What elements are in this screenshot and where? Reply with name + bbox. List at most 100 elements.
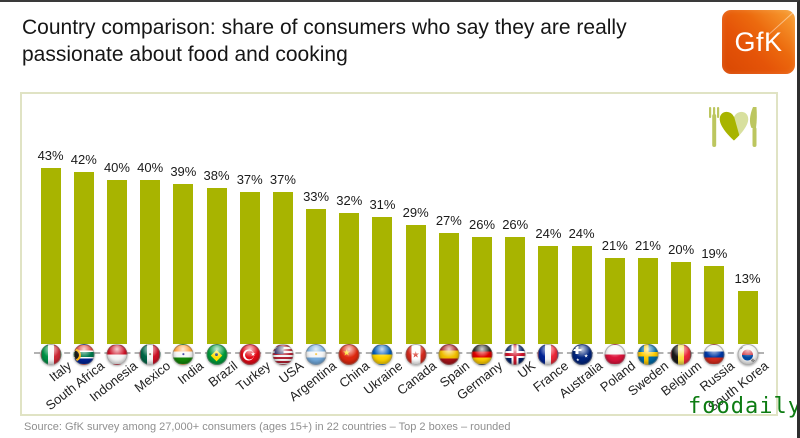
flag-icon-south-africa bbox=[73, 344, 95, 365]
flag-emblem: ★ bbox=[250, 351, 256, 358]
bar-slot: 39% ● India bbox=[167, 94, 206, 387]
bar-slot: 21% Poland bbox=[597, 94, 638, 395]
bar bbox=[239, 192, 260, 344]
bar-slot: 21% Sweden bbox=[625, 94, 671, 399]
flag-emblem: ★ bbox=[575, 357, 580, 363]
flag-icon-italy bbox=[40, 344, 62, 365]
bar-slot: 38% ◆ ● Brazil bbox=[200, 94, 240, 390]
bar-slot: 29% ★ Canada bbox=[394, 94, 439, 398]
bar-slot: 24% ★ ★ Australia bbox=[556, 94, 605, 401]
flag-icon-spain bbox=[438, 344, 460, 365]
chart-panel: 43% Italy 42% South Africa 40% Indonesia 40% ● M… bbox=[20, 92, 778, 416]
bar-slot: 37% ★ Turkey bbox=[233, 94, 273, 394]
flag-icon-uk bbox=[504, 344, 526, 365]
bar-slot: 20% Belgium bbox=[658, 94, 704, 399]
bar bbox=[505, 237, 526, 344]
bar bbox=[40, 167, 61, 344]
bar-value-label: 42% bbox=[70, 151, 97, 167]
bar bbox=[671, 262, 692, 344]
bar-value-label: 13% bbox=[734, 270, 761, 286]
bar-value-label: 40% bbox=[103, 160, 130, 175]
bar-slot: 40% Indonesia bbox=[87, 94, 141, 405]
flag-icon-ukraine bbox=[371, 344, 393, 365]
bar bbox=[604, 257, 625, 344]
bar-slot: 40% ● Mexico bbox=[132, 94, 174, 395]
bar-value-label: 43% bbox=[37, 147, 64, 163]
bar-value-label: 27% bbox=[435, 213, 462, 229]
flag-icon-usa bbox=[272, 344, 294, 365]
bar bbox=[538, 245, 559, 344]
flag-icon-france bbox=[537, 344, 559, 365]
bar-value-label: 38% bbox=[203, 168, 230, 184]
bar bbox=[637, 257, 658, 344]
source-note: Source: GfK survey among 27,000+ consume… bbox=[24, 421, 511, 433]
flag-icon-india: ● bbox=[172, 344, 194, 365]
bar-value-label: 20% bbox=[668, 242, 695, 257]
bar bbox=[472, 237, 493, 344]
flag-icon-poland bbox=[604, 344, 626, 365]
flag-emblem bbox=[572, 346, 582, 355]
bar-slot: 27% Spain bbox=[432, 94, 472, 390]
flag-emblem bbox=[274, 346, 284, 355]
flag-emblem: ≡ bbox=[737, 345, 745, 352]
flag-icon-indonesia bbox=[106, 344, 128, 365]
gfk-logo-text: GfK bbox=[734, 26, 783, 57]
bar bbox=[106, 180, 127, 344]
bar-value-label: 37% bbox=[236, 172, 263, 188]
flag-emblem: ★ bbox=[583, 353, 589, 360]
bar-value-label: 32% bbox=[336, 192, 363, 208]
bar-value-label: 26% bbox=[469, 217, 496, 233]
bar-slot: 13% ≡ ≡ South Korea bbox=[705, 94, 771, 415]
flag-emblem bbox=[74, 350, 79, 359]
flag-emblem: ● bbox=[181, 351, 185, 357]
flag-icon-argentina: ● bbox=[305, 344, 327, 365]
bar-value-label: 21% bbox=[634, 237, 661, 253]
flag-icon-belgium bbox=[670, 344, 692, 365]
bar-slot: 31% Ukraine bbox=[361, 94, 406, 397]
bar-plot: 43% Italy 42% South Africa 40% Indonesia 40% ● M… bbox=[34, 94, 771, 415]
flag-icon-south-korea: ≡ ≡ bbox=[737, 344, 759, 365]
bar-value-label: 24% bbox=[535, 225, 562, 241]
flag-emblem: ● bbox=[214, 351, 219, 358]
bar-slot: 33% ● Argentina bbox=[286, 94, 339, 404]
bar bbox=[272, 192, 293, 344]
bar bbox=[73, 171, 94, 344]
flag-icon-china: ★ bbox=[338, 344, 360, 365]
bar-value-label: 21% bbox=[601, 237, 628, 253]
flag-icon-brazil: ◆ ● bbox=[206, 344, 228, 365]
flag-icon-sweden bbox=[637, 344, 659, 365]
gfk-logo: GfK bbox=[722, 10, 795, 74]
bar-slot: 24% France bbox=[531, 94, 572, 395]
baseline-dashed-line bbox=[34, 352, 764, 354]
bar-value-label: 37% bbox=[269, 172, 296, 188]
bar-value-label: 29% bbox=[402, 205, 429, 221]
flag-emblem bbox=[74, 348, 82, 361]
bar bbox=[339, 212, 360, 344]
bar bbox=[704, 266, 725, 344]
flag-icon-mexico: ● bbox=[139, 344, 161, 365]
flag-icon-canada: ★ bbox=[405, 344, 427, 365]
bar-slot: 32% ★ China bbox=[333, 94, 372, 391]
bar bbox=[173, 184, 194, 344]
flag-emblem: ◆ bbox=[210, 346, 223, 363]
bar bbox=[306, 208, 327, 344]
fork-heart-knife-icon bbox=[709, 107, 757, 147]
bar-value-label: 24% bbox=[568, 225, 595, 241]
bar-slot: 42% South Africa bbox=[43, 94, 107, 413]
bar bbox=[737, 290, 758, 344]
flag-emblem: ★ bbox=[342, 347, 351, 358]
flag-icon-turkey: ★ bbox=[239, 344, 261, 365]
bar-value-label: 39% bbox=[170, 164, 197, 180]
bar-value-label: 19% bbox=[701, 246, 728, 262]
bar bbox=[438, 233, 459, 344]
flag-icon-australia: ★ ★ bbox=[571, 344, 593, 365]
flag-emblem: ★ bbox=[411, 349, 420, 359]
bar bbox=[372, 216, 393, 344]
page-title: Country comparison: share of consumers w… bbox=[22, 16, 627, 66]
bar-value-label: 33% bbox=[303, 188, 330, 204]
watermark: foodaily bbox=[688, 394, 800, 419]
bar-slot: 26% UK bbox=[499, 94, 538, 381]
bar bbox=[206, 188, 227, 344]
bar bbox=[140, 180, 161, 344]
bar-value-label: 40% bbox=[137, 160, 164, 175]
